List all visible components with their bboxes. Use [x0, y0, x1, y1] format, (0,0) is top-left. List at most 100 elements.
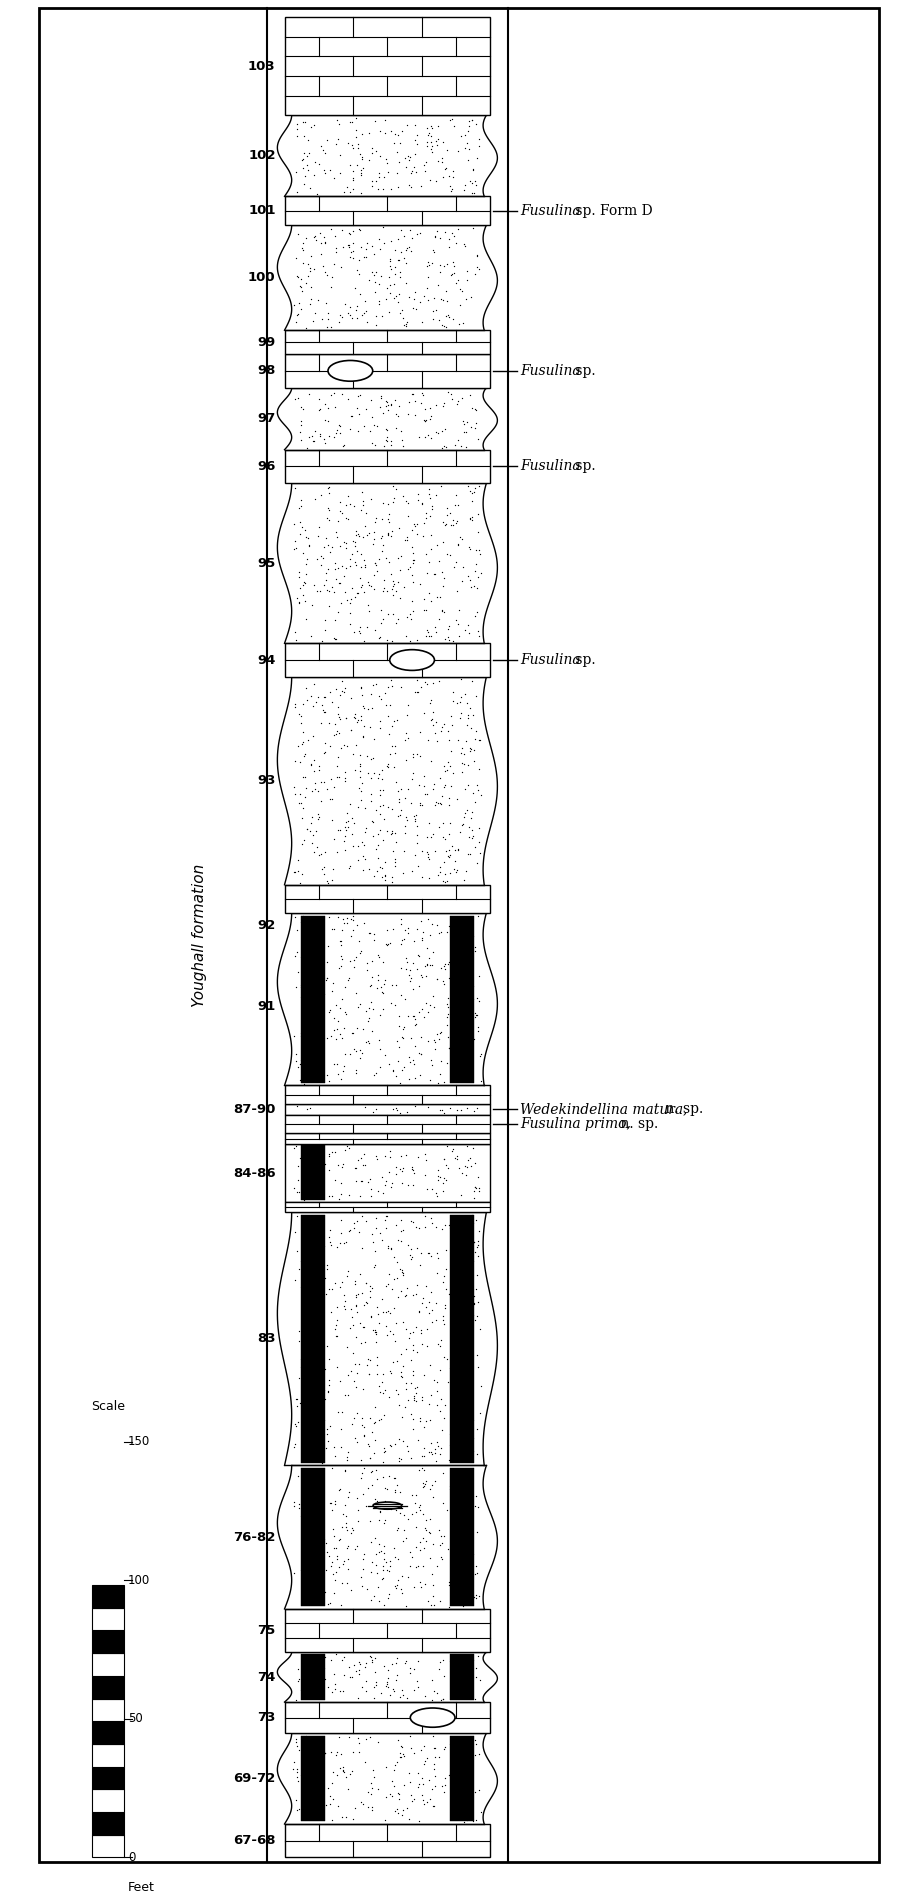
Point — [354, 159, 368, 189]
Point — [300, 1498, 314, 1528]
Point — [432, 1653, 446, 1684]
Point — [461, 701, 475, 731]
Point — [343, 610, 357, 640]
Point — [310, 682, 325, 712]
Point — [341, 127, 356, 157]
Point — [298, 1572, 312, 1602]
Point — [420, 286, 435, 316]
Text: 92: 92 — [257, 919, 275, 932]
Point — [344, 400, 358, 430]
Point — [458, 913, 473, 943]
Point — [409, 1373, 423, 1403]
Point — [348, 1282, 363, 1313]
Point — [293, 1017, 308, 1047]
Point — [415, 1383, 429, 1413]
Point — [343, 945, 357, 975]
Point — [324, 1489, 338, 1519]
Point — [436, 866, 450, 896]
Point — [300, 1455, 314, 1485]
Point — [414, 962, 428, 992]
Point — [408, 1010, 422, 1040]
Point — [312, 1763, 327, 1794]
Point — [320, 407, 335, 438]
Point — [446, 758, 460, 788]
Point — [387, 568, 401, 599]
Point — [460, 265, 474, 295]
Point — [301, 1481, 315, 1511]
Point — [392, 244, 406, 275]
Point — [442, 1568, 456, 1599]
Point — [423, 688, 437, 718]
Point — [380, 1474, 394, 1504]
Point — [406, 549, 420, 580]
Point — [377, 1434, 392, 1464]
Point — [305, 777, 320, 807]
Point — [311, 803, 326, 833]
Point — [320, 1254, 334, 1284]
Point — [401, 140, 416, 170]
Point — [315, 1333, 329, 1364]
Point — [463, 1025, 477, 1055]
Point — [443, 752, 457, 782]
Point — [369, 833, 383, 864]
Point — [469, 1172, 483, 1203]
Point — [338, 1227, 353, 1258]
Point — [425, 1295, 439, 1326]
Point — [322, 994, 337, 1025]
Point — [351, 705, 365, 735]
Point — [401, 1002, 416, 1032]
Point — [462, 1377, 476, 1407]
Point — [328, 237, 343, 267]
Point — [470, 241, 484, 271]
Point — [457, 1756, 472, 1786]
Point — [371, 174, 385, 205]
Point — [463, 733, 477, 763]
Point — [354, 155, 368, 186]
Point — [309, 688, 323, 718]
Point — [457, 1206, 472, 1237]
Point — [466, 153, 481, 184]
Point — [366, 1684, 381, 1714]
Text: 50: 50 — [128, 1712, 143, 1725]
Point — [377, 104, 392, 134]
Point — [310, 1235, 324, 1265]
Point — [296, 761, 310, 792]
Point — [471, 616, 485, 646]
Point — [394, 1742, 409, 1773]
Point — [348, 1290, 363, 1320]
Point — [407, 1049, 421, 1080]
Point — [372, 157, 386, 188]
Point — [399, 1335, 413, 1366]
Point — [377, 1438, 392, 1468]
Point — [473, 1040, 488, 1070]
Point — [354, 1650, 368, 1680]
Point — [403, 1551, 418, 1581]
Point — [381, 1583, 395, 1614]
Point — [469, 1661, 483, 1691]
Point — [382, 1157, 397, 1188]
Point — [356, 710, 371, 741]
Point — [419, 822, 434, 852]
Point — [465, 1489, 480, 1519]
Point — [419, 1271, 434, 1301]
Point — [440, 841, 454, 871]
Point — [413, 1494, 428, 1525]
Point — [416, 1282, 430, 1313]
Point — [293, 405, 308, 436]
Point — [402, 1657, 417, 1688]
Point — [468, 1305, 482, 1335]
Point — [360, 955, 374, 985]
Point — [355, 299, 369, 330]
Point — [464, 955, 478, 985]
Point — [403, 1400, 418, 1430]
Point — [346, 129, 360, 159]
Point — [406, 739, 420, 769]
Point — [445, 1136, 459, 1167]
Point — [408, 1091, 422, 1121]
Point — [395, 924, 410, 955]
Point — [320, 1250, 335, 1280]
Point — [302, 1407, 316, 1438]
Point — [422, 117, 436, 148]
Point — [467, 600, 482, 631]
Point — [370, 1464, 384, 1494]
